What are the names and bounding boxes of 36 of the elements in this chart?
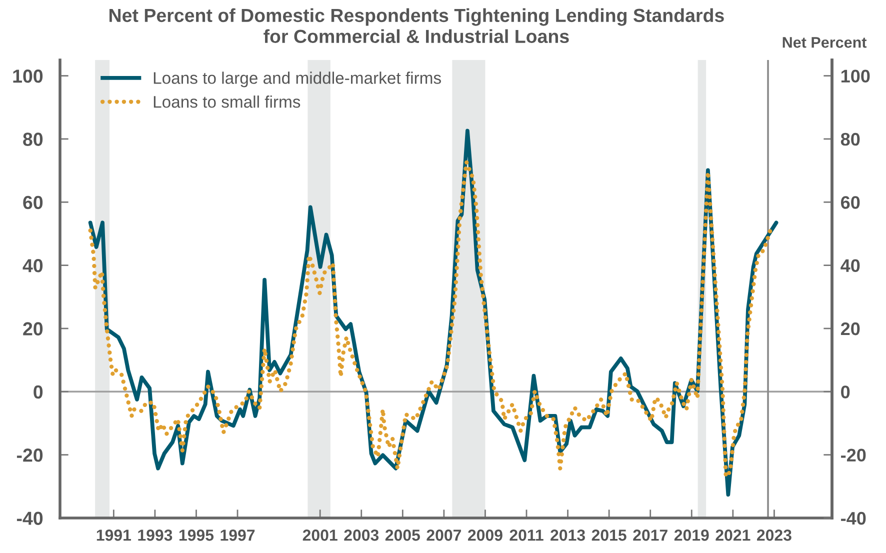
- x-tick-label: 2007: [426, 530, 461, 541]
- x-tick-label: 1993: [138, 530, 172, 541]
- y-tick-label: -20: [16, 448, 43, 462]
- y-tick-label: 100: [13, 69, 43, 83]
- y2-tick-label: 40: [840, 259, 860, 272]
- x-tick-label: 2017: [633, 530, 668, 541]
- y2-tick-label: 60: [840, 196, 860, 209]
- x-tick-label: 1997: [220, 530, 255, 541]
- y2-tick-label: 80: [840, 132, 860, 146]
- x-tick-label: 2005: [385, 530, 420, 541]
- x-tick-label: 2023: [756, 530, 792, 541]
- y2-tick-label: -40: [841, 512, 866, 525]
- y2-tick-label: -20: [841, 448, 866, 462]
- x-tick-label: 2015: [592, 530, 626, 541]
- x-tick-label: 2001: [302, 530, 338, 541]
- x-tick-label: 2021: [716, 530, 750, 541]
- y2-axis-title: Net Percent: [782, 37, 867, 48]
- y-tick-label: -40: [16, 512, 43, 525]
- chart-title: Net Percent of Domestic Respondents Tightening Lending Standards for Commercial & Industrial Loans: [109, 8, 724, 44]
- legend-label: Loans to large and middle-market firms: [154, 72, 441, 88]
- y-tick-label: 80: [23, 132, 43, 146]
- y-tick-label: 20: [23, 322, 43, 336]
- y2-tick-label: 100: [841, 70, 870, 83]
- legend-label: Loans to small firms: [154, 96, 300, 108]
- x-tick-label: 2011: [510, 530, 544, 541]
- x-tick-label: 2019: [674, 530, 709, 541]
- y-tick-label: 0: [34, 385, 43, 399]
- y2-tick-label: 20: [840, 322, 860, 336]
- x-tick-label: 1991: [96, 530, 131, 541]
- y2-tick-label: 0: [841, 386, 850, 398]
- x-tick-label: 1995: [179, 530, 214, 541]
- y-tick-label: 40: [22, 259, 43, 272]
- x-tick-label: 2003: [344, 530, 379, 541]
- y-tick-label: 60: [23, 196, 43, 210]
- x-tick-label: 2013: [550, 530, 585, 541]
- x-tick-label: 2009: [468, 530, 502, 541]
